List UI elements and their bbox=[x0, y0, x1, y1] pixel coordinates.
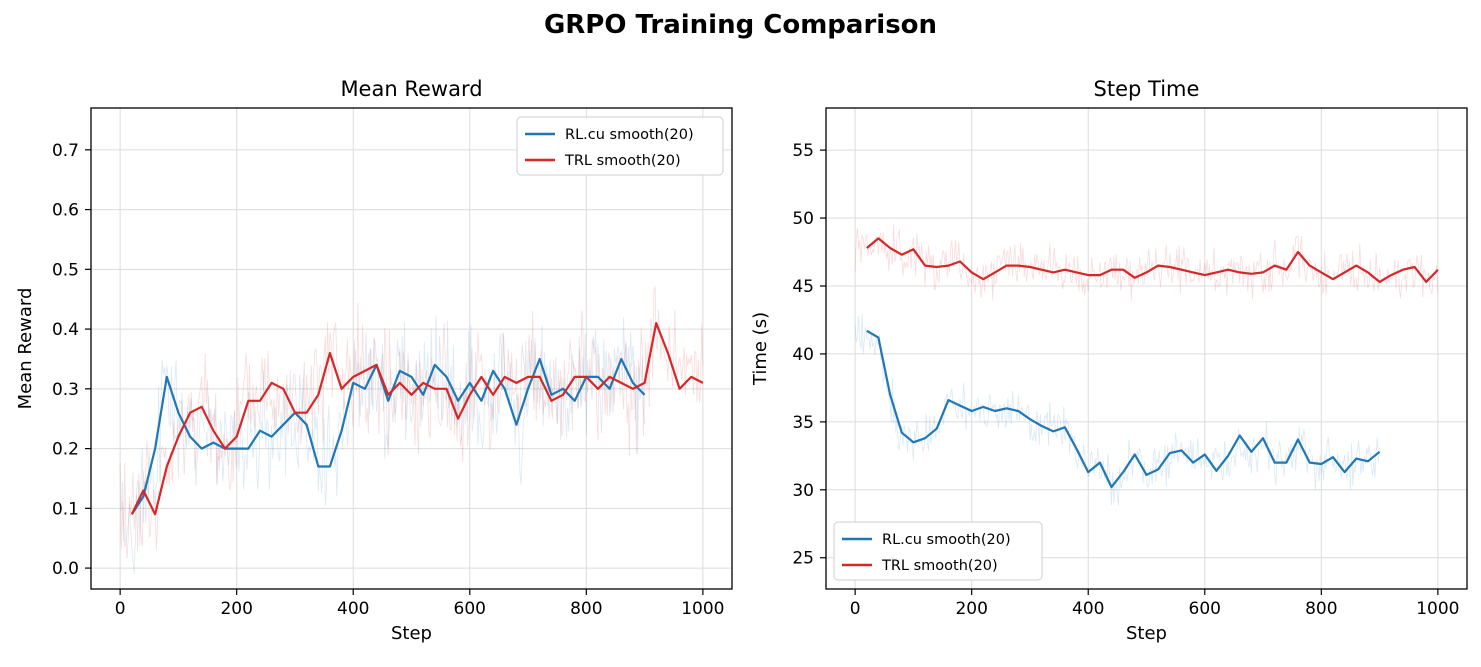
series-line-trl bbox=[866, 237, 1439, 283]
grid bbox=[826, 108, 1467, 589]
y-tick-label: 25 bbox=[792, 549, 814, 569]
y-tick-label: 50 bbox=[792, 209, 814, 229]
y-tick-label: 55 bbox=[792, 141, 814, 161]
series-line-trl bbox=[130, 322, 704, 516]
y-tick-label: 35 bbox=[792, 413, 814, 433]
y-axis-label: Time (s) bbox=[750, 312, 771, 386]
chart-title: Mean Reward bbox=[340, 77, 482, 101]
y-tick-label: 0.7 bbox=[52, 141, 79, 161]
x-tick-label: 0 bbox=[850, 599, 861, 619]
legend: RL.cu smooth(20) TRL smooth(20) bbox=[516, 116, 724, 176]
ticks: 0 200 400 600 800 1000 25 30 35 40 45 50 55 bbox=[792, 141, 1459, 619]
x-tick-label: 600 bbox=[1189, 599, 1221, 619]
figure-title: GRPO Training Comparison bbox=[543, 10, 938, 40]
series-line-rlcu bbox=[130, 357, 646, 515]
legend-label-rlcu: RL.cu smooth(20) bbox=[882, 532, 1011, 548]
legend-label-rlcu: RL.cu smooth(20) bbox=[565, 127, 694, 143]
legend-box bbox=[833, 521, 1043, 581]
legend: RL.cu smooth(20) TRL smooth(20) bbox=[833, 521, 1043, 581]
x-tick-label: 400 bbox=[1072, 599, 1104, 619]
x-axis-label: Step bbox=[391, 623, 432, 644]
grid bbox=[91, 108, 732, 589]
y-tick-label: 0.1 bbox=[52, 499, 79, 519]
series-line-rlcu bbox=[866, 329, 1381, 489]
x-axis-label: Step bbox=[1126, 623, 1167, 644]
y-tick-label: 0.2 bbox=[52, 440, 79, 460]
chart-title: Step Time bbox=[1094, 77, 1200, 101]
x-tick-label: 0 bbox=[115, 599, 126, 619]
y-tick-label: 40 bbox=[792, 345, 814, 365]
ticks: 0 200 400 600 800 1000 0.0 0.1 0.2 0.3 0.4 0.5 0.6 0.… bbox=[52, 141, 725, 619]
y-tick-label: 30 bbox=[792, 481, 814, 501]
x-tick-label: 200 bbox=[220, 599, 252, 619]
x-tick-label: 400 bbox=[337, 599, 369, 619]
x-tick-label: 1000 bbox=[681, 599, 724, 619]
axes-frame bbox=[90, 107, 733, 590]
raw-trace-rlcu bbox=[854, 313, 1380, 506]
series bbox=[130, 322, 704, 516]
y-tick-label: 0.6 bbox=[52, 201, 79, 221]
y-tick-label: 0.4 bbox=[52, 320, 79, 340]
axes-frame bbox=[825, 107, 1468, 590]
x-tick-label: 600 bbox=[454, 599, 486, 619]
raw-traces bbox=[119, 285, 704, 574]
legend-label-trl: TRL smooth(20) bbox=[881, 558, 998, 574]
raw-trace-trl bbox=[854, 224, 1439, 301]
y-tick-label: 45 bbox=[792, 277, 814, 297]
x-tick-label: 800 bbox=[1305, 599, 1337, 619]
y-tick-label: 0.3 bbox=[52, 380, 79, 400]
x-tick-label: 800 bbox=[570, 599, 602, 619]
series bbox=[866, 237, 1439, 489]
legend-label-trl: TRL smooth(20) bbox=[564, 153, 681, 169]
y-tick-label: 0.5 bbox=[52, 260, 79, 280]
legend-box bbox=[516, 116, 724, 176]
x-tick-label: 1000 bbox=[1416, 599, 1459, 619]
raw-trace-trl bbox=[119, 285, 704, 559]
raw-trace-rlcu bbox=[119, 315, 645, 574]
y-tick-label: 0.0 bbox=[52, 559, 79, 579]
y-axis-label: Mean Reward bbox=[15, 288, 36, 410]
x-tick-label: 200 bbox=[955, 599, 987, 619]
